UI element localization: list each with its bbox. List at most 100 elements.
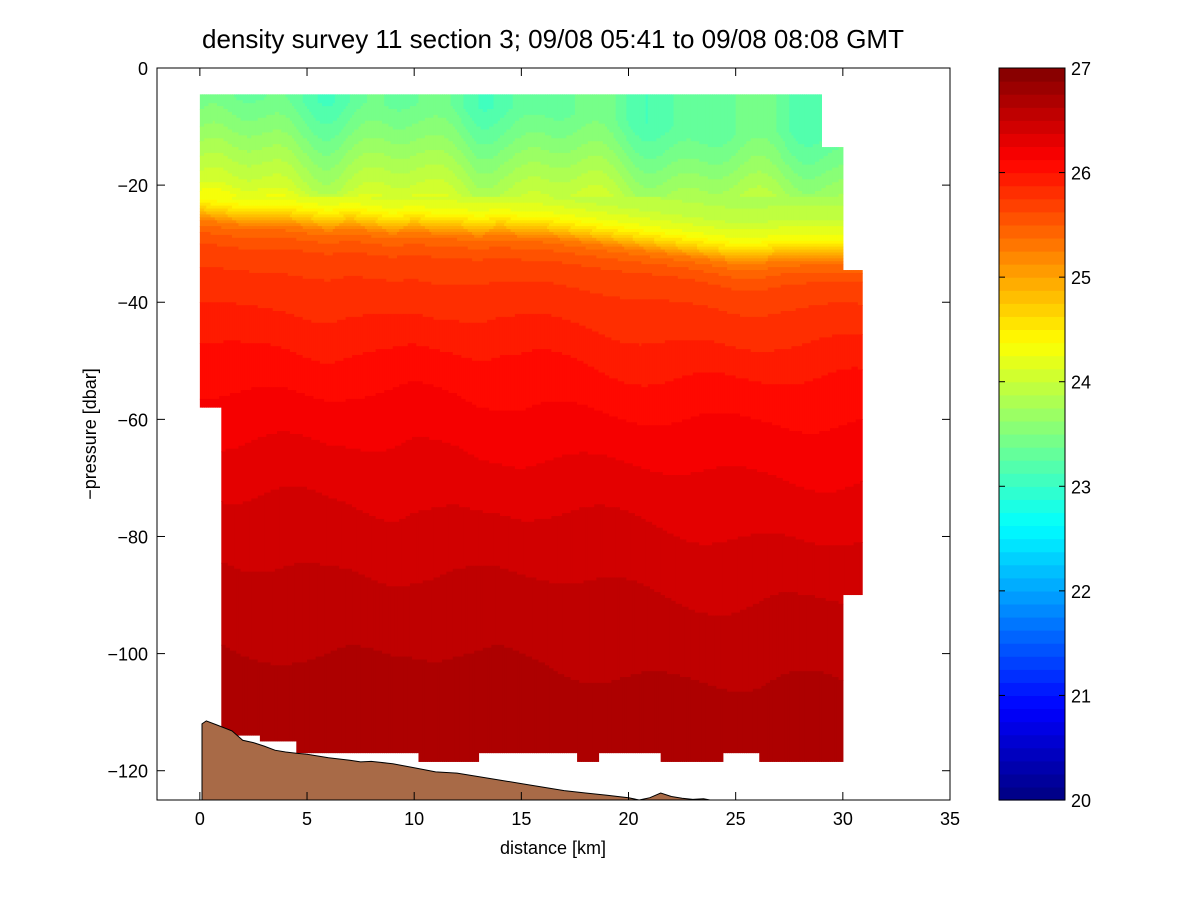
density-cell [409,343,413,382]
density-cell [334,650,338,754]
density-cell [300,217,304,221]
density-cell [542,149,546,166]
density-cell [345,208,349,213]
density-cell [362,167,366,183]
density-cell [525,202,529,213]
density-cell [585,202,589,213]
density-cell [307,229,310,236]
density-cell [262,387,265,438]
density-cell [349,196,353,204]
density-cell [287,565,291,666]
density-cell [390,173,394,189]
density-cell [454,504,458,570]
density-cell [362,647,366,754]
density-cell [208,94,212,104]
density-cell [343,185,347,195]
density-cell [482,223,486,227]
density-cell [463,170,467,186]
density-cell [409,513,413,584]
density-cell [442,659,445,762]
density-cell [476,650,480,762]
density-cell [289,217,293,221]
density-cell [454,445,458,505]
density-cell [572,454,576,511]
density-cell [547,349,550,403]
density-cell [564,199,567,210]
density-cell [264,214,267,218]
density-cell [360,205,364,210]
density-cell [268,249,272,274]
density-cell [272,311,276,347]
density-cell [356,448,360,511]
density-cell [298,176,302,189]
density-cell [427,220,430,224]
density-cell [482,211,486,218]
density-cell [253,226,257,230]
density-cell [446,571,450,661]
density-cell [536,313,540,350]
density-cell [352,398,355,450]
density-cell [583,363,587,406]
density-cell [504,202,507,210]
density-cell [292,352,295,391]
density-cell [555,515,559,584]
density-cell [324,243,327,256]
density-cell [326,495,330,567]
density-cell [574,401,578,456]
density-cell [465,507,469,567]
density-cell [562,152,565,169]
density-cell [298,211,302,215]
density-cell [514,226,518,230]
density-cell [504,258,507,283]
density-cell [414,170,417,186]
density-cell [255,164,259,180]
density-cell [403,384,407,444]
density-cell [495,316,499,359]
density-cell [244,179,248,192]
density-cell [566,454,570,514]
density-cell [433,226,437,230]
density-cell [227,220,231,224]
density-cell [326,445,330,497]
density-cell [517,469,520,520]
density-cell [251,249,255,274]
density-cell [514,211,518,215]
density-cell [418,659,422,762]
density-cell [236,147,240,163]
density-cell [555,401,559,459]
density-cell [272,220,276,224]
density-cell [236,100,240,119]
density-cell [358,208,362,213]
density-cell [304,223,308,227]
density-cell [272,188,276,195]
density-cell [232,393,235,450]
density-cell [547,205,550,213]
density-cell [349,357,353,400]
density-cell [474,360,477,406]
density-cell [452,229,456,233]
density-cell [304,94,308,107]
density-cell [551,205,555,213]
density-cell [418,231,422,239]
density-cell [375,199,379,207]
density-cell [384,94,387,107]
density-cell [467,226,471,230]
density-cell [304,395,308,438]
density-cell [454,656,458,762]
density-cell [459,223,462,227]
density-cell [253,272,257,306]
density-cell [499,214,503,218]
density-cell [424,179,428,195]
density-cell [454,226,458,230]
density-cell [568,117,572,136]
density-cell [352,176,355,192]
density-cell [287,100,291,119]
density-cell [257,208,261,213]
density-cell [459,149,462,166]
density-cell [454,319,458,356]
density-cell [517,226,520,230]
density-cell [236,504,240,570]
density-cell [279,205,282,210]
density-cell [240,205,244,210]
density-cell [354,144,357,160]
